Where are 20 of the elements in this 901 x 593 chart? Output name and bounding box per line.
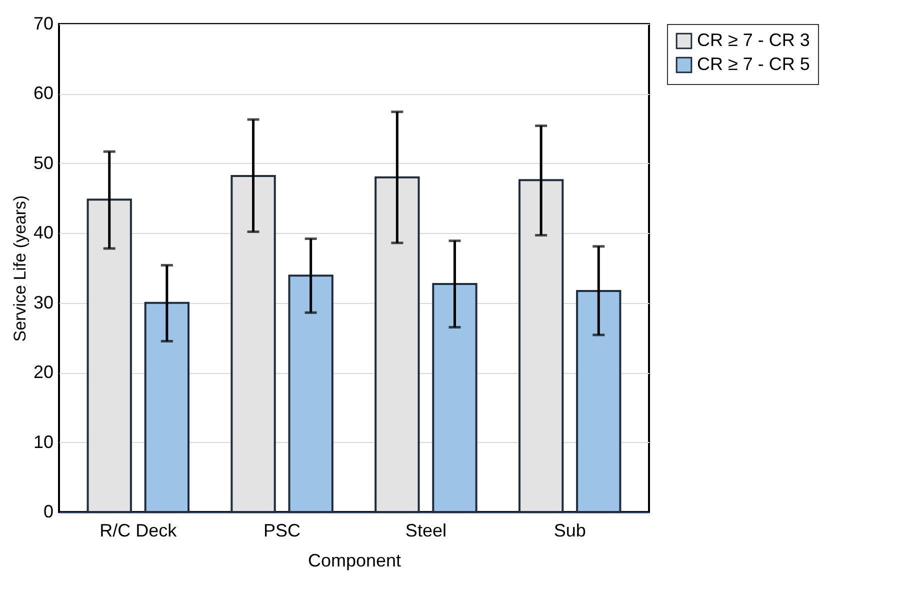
bar xyxy=(576,290,622,513)
y-tick-label: 70 xyxy=(33,14,54,34)
x-tick-label: R/C Deck xyxy=(100,520,178,540)
y-tick-label: 0 xyxy=(43,502,54,522)
y-tick-label: 20 xyxy=(33,362,54,382)
y-tick-label: 30 xyxy=(33,292,54,312)
y-tick-label: 10 xyxy=(33,432,54,452)
y-tick-label: 40 xyxy=(33,222,54,243)
bar xyxy=(288,274,334,513)
y-tick-label: 60 xyxy=(33,83,54,104)
x-axis-title: Component xyxy=(308,550,402,570)
bar xyxy=(432,283,478,513)
x-tick-label: Sub xyxy=(554,520,586,540)
legend-label: CR ≥ 7 - CR 5 xyxy=(697,54,810,74)
x-tick-label: Steel xyxy=(405,520,446,540)
x-tick-label: PSC xyxy=(264,520,301,540)
legend-label: CR ≥ 7 - CR 3 xyxy=(697,30,810,50)
bar xyxy=(144,302,190,513)
y-axis-title: Service Life (years) xyxy=(10,195,30,342)
y-tick-label: 50 xyxy=(33,152,54,173)
